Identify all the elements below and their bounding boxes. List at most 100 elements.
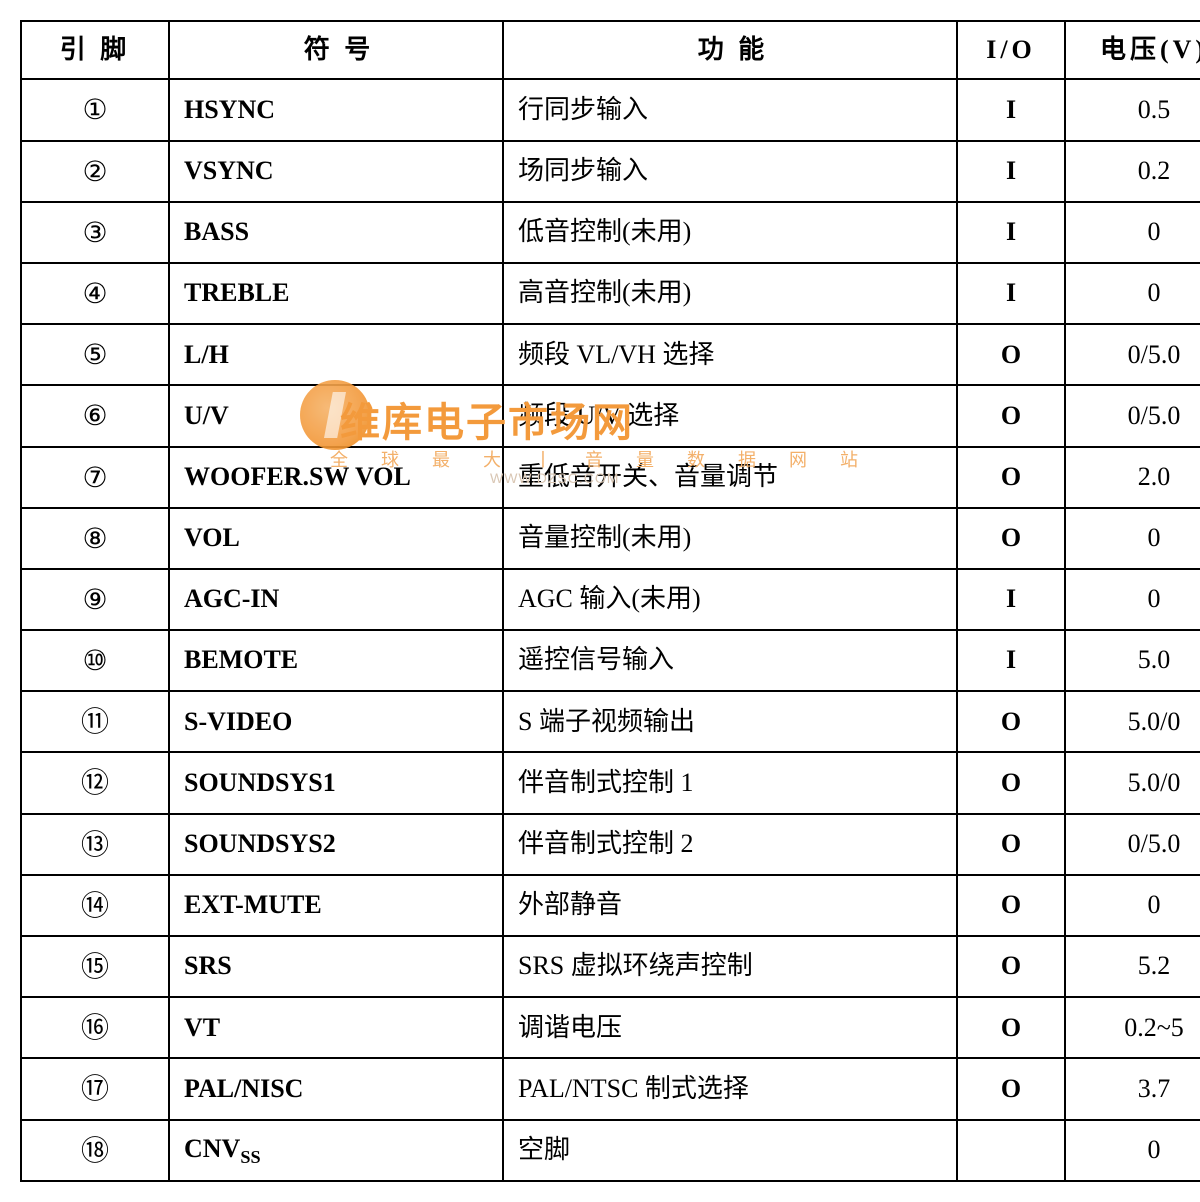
cell-pin: ⑩ [21, 630, 169, 691]
table-row: ⑩BEMOTE遥控信号输入I5.0 [21, 630, 1200, 691]
cell-pin: ⑧ [21, 508, 169, 569]
symbol-main: CNV [184, 1134, 240, 1163]
cell-function: PAL/NTSC 制式选择 [503, 1058, 957, 1119]
cell-io: O [957, 875, 1065, 936]
cell-function: 频段 VL/VH 选择 [503, 324, 957, 385]
cell-function: 调谐电压 [503, 997, 957, 1058]
cell-symbol: U/V [169, 385, 503, 446]
cell-symbol: VSYNC [169, 141, 503, 202]
cell-io: I [957, 202, 1065, 263]
cell-function: 遥控信号输入 [503, 630, 957, 691]
cell-voltage: 0 [1065, 263, 1200, 324]
header-pin: 引 脚 [21, 21, 169, 79]
cell-function: 高音控制(未用) [503, 263, 957, 324]
table-row: ⑨AGC-INAGC 输入(未用)I0 [21, 569, 1200, 630]
table-row: ⑤L/H频段 VL/VH 选择O0/5.0 [21, 324, 1200, 385]
cell-voltage: 5.0/0 [1065, 752, 1200, 813]
cell-pin: ⑤ [21, 324, 169, 385]
cell-symbol: VT [169, 997, 503, 1058]
cell-voltage: 0 [1065, 875, 1200, 936]
cell-symbol: VOL [169, 508, 503, 569]
cell-io: O [957, 814, 1065, 875]
cell-symbol: SOUNDSYS2 [169, 814, 503, 875]
cell-voltage: 0 [1065, 202, 1200, 263]
cell-symbol: TREBLE [169, 263, 503, 324]
cell-io: I [957, 79, 1065, 140]
header-symbol: 符 号 [169, 21, 503, 79]
cell-symbol: HSYNC [169, 79, 503, 140]
cell-io: I [957, 630, 1065, 691]
table-row: ④TREBLE高音控制(未用)I0 [21, 263, 1200, 324]
table-body: ①HSYNC行同步输入I0.5②VSYNC场同步输入I0.2③BASS低音控制(… [21, 79, 1200, 1181]
cell-voltage: 0.2~5 [1065, 997, 1200, 1058]
cell-pin: ① [21, 79, 169, 140]
table-row: ⑰PAL/NISCPAL/NTSC 制式选择O3.7 [21, 1058, 1200, 1119]
cell-symbol: WOOFER.SW VOL [169, 447, 503, 508]
cell-function: 行同步输入 [503, 79, 957, 140]
table-row: ⑥U/V频段 U/V 选择O0/5.0 [21, 385, 1200, 446]
cell-pin: ④ [21, 263, 169, 324]
cell-io: O [957, 691, 1065, 752]
table-row: ⑧VOL音量控制(未用)O0 [21, 508, 1200, 569]
cell-pin: ⑦ [21, 447, 169, 508]
cell-symbol: BASS [169, 202, 503, 263]
cell-symbol: L/H [169, 324, 503, 385]
cell-function: 伴音制式控制 1 [503, 752, 957, 813]
cell-voltage: 0 [1065, 569, 1200, 630]
header-voltage: 电压(V) [1065, 21, 1200, 79]
cell-pin: ③ [21, 202, 169, 263]
cell-function: 空脚 [503, 1120, 957, 1182]
symbol-subscript: SS [240, 1147, 260, 1167]
cell-pin: ⑰ [21, 1058, 169, 1119]
cell-pin: ② [21, 141, 169, 202]
cell-pin: ⑪ [21, 691, 169, 752]
cell-io [957, 1120, 1065, 1182]
cell-pin: ⑥ [21, 385, 169, 446]
cell-voltage: 5.0 [1065, 630, 1200, 691]
table-row: ①HSYNC行同步输入I0.5 [21, 79, 1200, 140]
cell-voltage: 0/5.0 [1065, 814, 1200, 875]
cell-io: O [957, 385, 1065, 446]
table-row: ⑫SOUNDSYS1伴音制式控制 1O5.0/0 [21, 752, 1200, 813]
cell-pin: ⑭ [21, 875, 169, 936]
cell-io: O [957, 1058, 1065, 1119]
cell-symbol: SRS [169, 936, 503, 997]
table-header-row: 引 脚 符 号 功 能 I/O 电压(V) [21, 21, 1200, 79]
cell-voltage: 0 [1065, 508, 1200, 569]
table-row: ③BASS低音控制(未用)I0 [21, 202, 1200, 263]
cell-voltage: 5.2 [1065, 936, 1200, 997]
cell-voltage: 5.0/0 [1065, 691, 1200, 752]
cell-function: 频段 U/V 选择 [503, 385, 957, 446]
table-row: ⑪S-VIDEOS 端子视频输出O5.0/0 [21, 691, 1200, 752]
cell-symbol: BEMOTE [169, 630, 503, 691]
table-row: ⑮SRSSRS 虚拟环绕声控制O5.2 [21, 936, 1200, 997]
table-row: ⑦WOOFER.SW VOL重低音开关、音量调节O2.0 [21, 447, 1200, 508]
cell-pin: ⑯ [21, 997, 169, 1058]
cell-symbol: PAL/NISC [169, 1058, 503, 1119]
cell-function: 场同步输入 [503, 141, 957, 202]
table-row: ⑭EXT-MUTE外部静音O0 [21, 875, 1200, 936]
cell-symbol: EXT-MUTE [169, 875, 503, 936]
cell-voltage: 0/5.0 [1065, 324, 1200, 385]
pin-function-table: 引 脚 符 号 功 能 I/O 电压(V) ①HSYNC行同步输入I0.5②VS… [20, 20, 1200, 1182]
cell-voltage: 2.0 [1065, 447, 1200, 508]
header-function: 功 能 [503, 21, 957, 79]
cell-symbol: SOUNDSYS1 [169, 752, 503, 813]
cell-io: O [957, 752, 1065, 813]
cell-function: S 端子视频输出 [503, 691, 957, 752]
cell-symbol: S-VIDEO [169, 691, 503, 752]
cell-function: 外部静音 [503, 875, 957, 936]
cell-function: SRS 虚拟环绕声控制 [503, 936, 957, 997]
cell-voltage: 0 [1065, 1120, 1200, 1182]
table-row: ②VSYNC场同步输入I0.2 [21, 141, 1200, 202]
cell-function: AGC 输入(未用) [503, 569, 957, 630]
cell-symbol: CNVSS [169, 1120, 503, 1182]
cell-function: 重低音开关、音量调节 [503, 447, 957, 508]
cell-io: O [957, 997, 1065, 1058]
cell-pin: ⑮ [21, 936, 169, 997]
cell-io: O [957, 324, 1065, 385]
cell-io: O [957, 936, 1065, 997]
pin-table-container: 维库电子市场网 全 球 最 大 丨 音 量 数 据 网 站 WWW.DZSC.C… [20, 20, 1180, 1182]
cell-voltage: 0.2 [1065, 141, 1200, 202]
cell-symbol: AGC-IN [169, 569, 503, 630]
